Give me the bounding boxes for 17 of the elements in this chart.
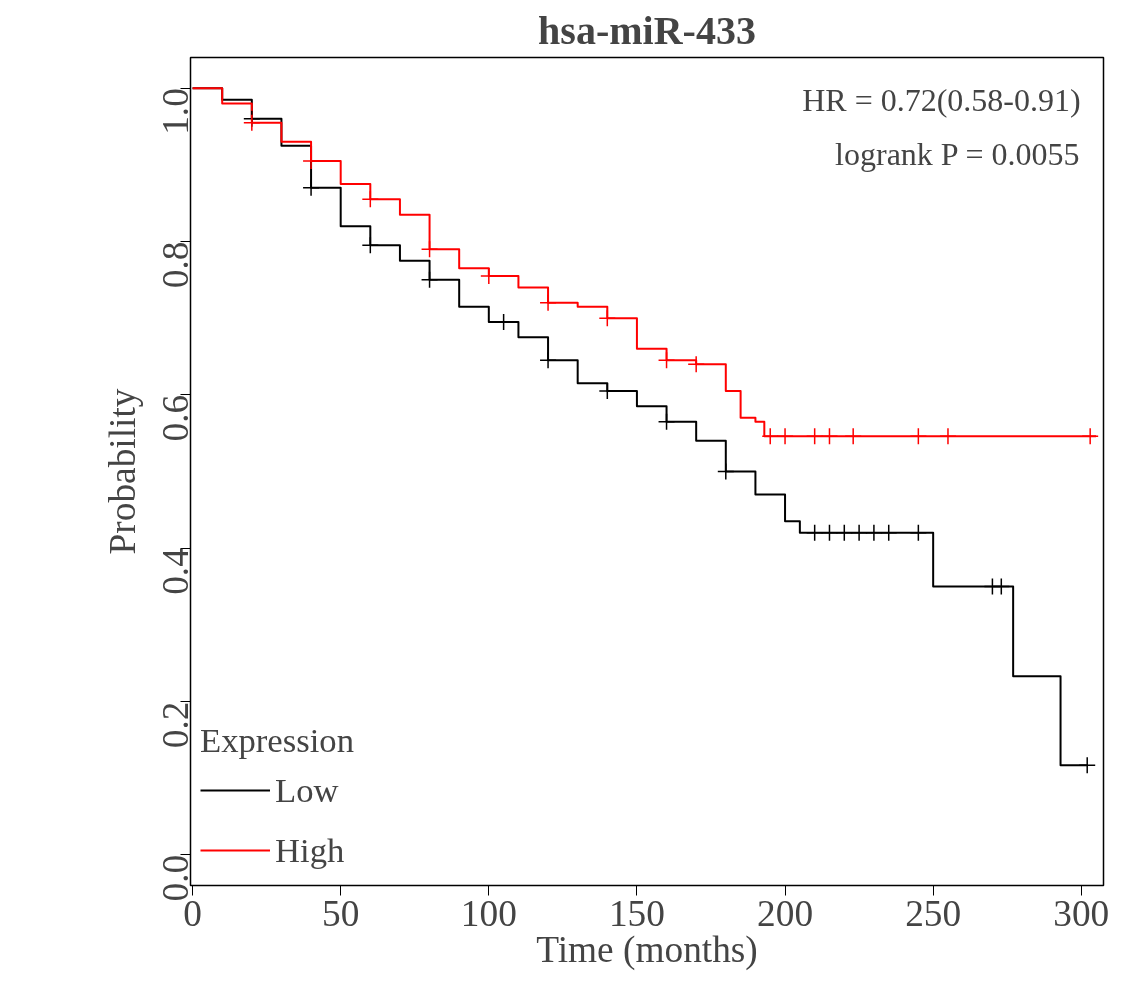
legend-label: Low — [275, 769, 339, 811]
x-tick-label: 250 — [905, 892, 962, 934]
annotation: HR = 0.72(0.58-0.91) — [802, 82, 1081, 119]
x-tick-label: 50 — [322, 892, 360, 934]
x-tick-label: 200 — [757, 892, 814, 934]
legend-title: Expression — [200, 721, 355, 760]
legend-label: High — [275, 829, 345, 871]
y-tick-label: 0.2 — [155, 701, 196, 749]
annotation: logrank P = 0.0055 — [835, 136, 1080, 173]
y-axis-title: Probability — [101, 388, 143, 555]
y-tick-label: 0.8 — [155, 241, 196, 289]
x-tick-label: 300 — [1053, 892, 1110, 934]
y-tick-label: 1.0 — [155, 88, 196, 135]
y-tick-label: 0.6 — [155, 394, 196, 442]
x-tick-label: 100 — [460, 892, 517, 934]
y-tick-label: 0.4 — [155, 547, 196, 595]
chart-title: hsa-miR-433 — [538, 7, 756, 53]
